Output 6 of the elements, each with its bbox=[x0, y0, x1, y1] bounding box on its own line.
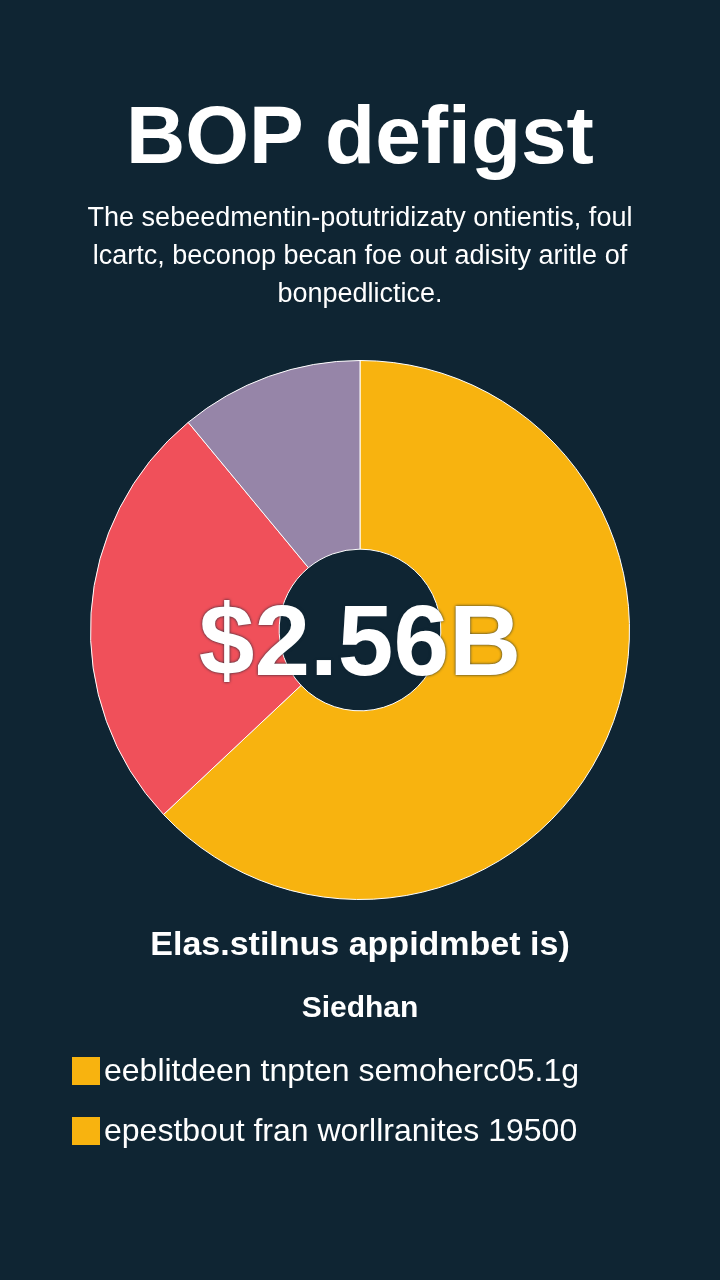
text: epestbout fran worllranites 19500 bbox=[104, 1112, 578, 1149]
text: Elas.stilnus appidmbet is) bbox=[149, 924, 571, 963]
chart-subtitle: The sebeedmentin-potutridizaty ontientis, foul lcartc, beconop becan foe out adisity aritle of bonpedlictice. bbox=[86, 201, 634, 310]
text: eeblitdeen tnpten semoherc05.1g bbox=[104, 1052, 580, 1089]
text: Siedhan bbox=[300, 990, 420, 1024]
chart-title: BOP defigst bbox=[125, 88, 595, 182]
